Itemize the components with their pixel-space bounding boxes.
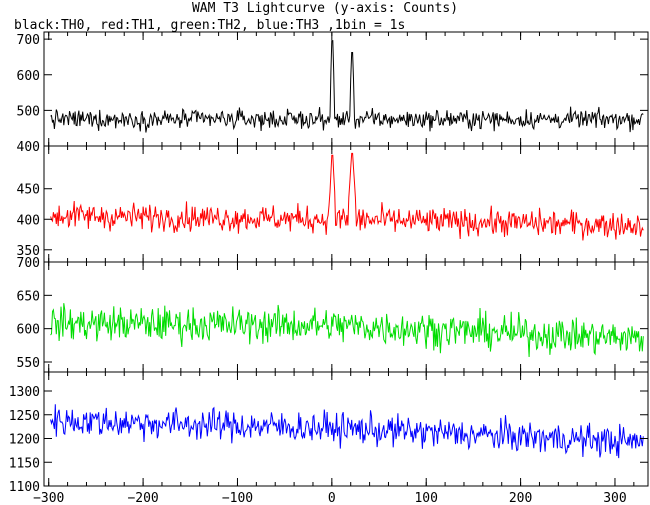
y-tick-label: 600 [17, 69, 40, 84]
series-line-th0 [50, 40, 644, 133]
y-tick-label: 400 [17, 140, 40, 155]
y-tick-label: 700 [17, 33, 40, 48]
y-tick-label: 650 [17, 289, 40, 304]
y-tick-label: 550 [17, 356, 40, 371]
series-line-th2 [50, 303, 644, 358]
x-tick-label: 100 [414, 491, 437, 505]
x-tick-label: −100 [222, 491, 253, 505]
y-tick-label: 1300 [9, 385, 40, 400]
x-tick-label: −200 [127, 491, 158, 505]
y-tick-label: 1250 [9, 409, 40, 424]
panel-frame-th2 [43, 261, 649, 373]
x-tick-label: −300 [33, 491, 64, 505]
y-tick-label: 450 [17, 183, 40, 198]
panel-frame-th0 [43, 31, 649, 147]
y-tick-label: 350 [17, 244, 40, 259]
chart-title: WAM T3 Lightcurve (y-axis: Counts) [191, 1, 459, 16]
panel-frame-th3 [43, 371, 649, 487]
x-tick-label: 200 [509, 491, 532, 505]
series-line-th3 [50, 404, 644, 459]
y-tick-label: 700 [17, 256, 40, 271]
y-tick-label: 1100 [9, 480, 40, 495]
y-tick-label: 1150 [9, 456, 40, 471]
y-tick-label: 400 [17, 213, 40, 228]
x-tick-label: 0 [328, 491, 336, 505]
series-line-th1 [50, 152, 644, 241]
panel-frame-th1 [43, 145, 649, 263]
chart-subtitle: black:TH0, red:TH1, green:TH2, blue:TH3 … [14, 18, 406, 33]
y-tick-label: 1200 [9, 433, 40, 448]
y-tick-label: 600 [17, 323, 40, 338]
y-tick-label: 500 [17, 104, 40, 119]
x-tick-label: 300 [603, 491, 626, 505]
